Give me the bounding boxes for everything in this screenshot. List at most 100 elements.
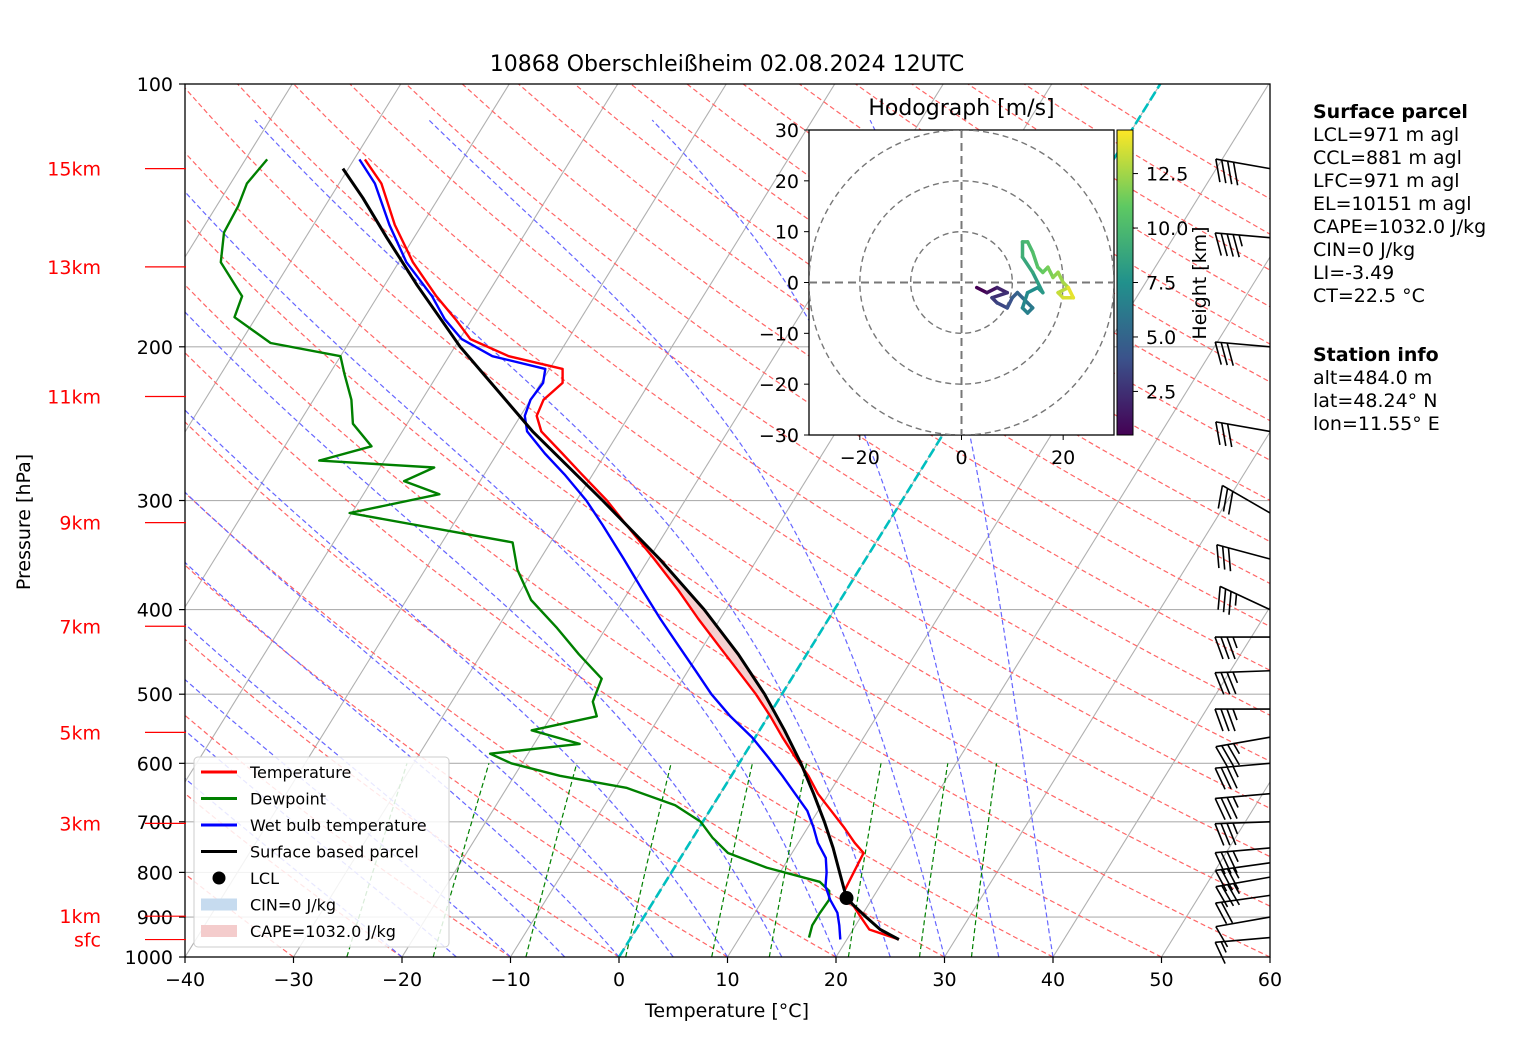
dry-adiabat: [185, 638, 620, 957]
barb-staff: [1221, 484, 1271, 514]
series-group: [219, 158, 900, 941]
barb-flag: [1226, 233, 1234, 257]
barb-half: [1234, 593, 1238, 606]
wind-barb: [1216, 543, 1271, 572]
moist-adiabat: [185, 491, 674, 957]
legend-label: CIN=0 J/kg: [250, 896, 336, 915]
mixing-ratio-line: [847, 763, 882, 957]
isotherm-line: [185, 84, 293, 259]
height-label: 15km: [47, 159, 101, 181]
hodograph-x-tick-label: 20: [1051, 447, 1075, 469]
barb-flag: [1215, 886, 1229, 908]
barb-flag: [1226, 423, 1233, 448]
barb-flag: [1226, 744, 1241, 766]
x-tick-label: 0: [613, 969, 625, 991]
mixing-ratio-line: [970, 763, 998, 957]
barb-flag: [1227, 491, 1234, 515]
x-tick-label: 40: [1041, 969, 1065, 991]
legend-label: CAPE=1032.0 J/kg: [250, 922, 396, 941]
wind-barb: [1214, 669, 1271, 695]
barb-staff: [1215, 792, 1271, 800]
wind-barb: [1217, 585, 1271, 615]
wind-barb: [1215, 916, 1271, 948]
surface-parcel-line: CT=22.5 °C: [1313, 285, 1425, 307]
wind-barb: [1214, 894, 1271, 925]
dry-adiabat: [185, 564, 728, 957]
station-info-line: lat=48.24° N: [1313, 390, 1438, 412]
barb-staff: [1215, 158, 1271, 170]
wind-barb: [1214, 636, 1270, 660]
barb-staff: [1215, 736, 1271, 748]
wind-barb: [1214, 232, 1271, 258]
barb-flag: [1220, 233, 1229, 257]
hodograph-x-tick-label: 0: [955, 447, 967, 469]
colorbar-tick-label: 12.5: [1146, 164, 1188, 186]
wind-barbs: [1214, 158, 1271, 964]
mixing-ratio-line: [525, 763, 578, 957]
hodograph-segment: [990, 290, 1009, 300]
surface-parcel-line: CCL=881 m agl: [1313, 147, 1462, 169]
barb-staff: [1215, 820, 1271, 825]
legend-box: [193, 756, 450, 948]
legend-label: Surface based parcel: [250, 843, 419, 862]
height-label: sfc: [74, 930, 101, 952]
barb-half: [1220, 941, 1227, 953]
barb-flag: [1216, 544, 1220, 569]
barb-flag: [1226, 342, 1234, 366]
barb-flag: [1214, 942, 1226, 964]
hodograph-segment: [1020, 290, 1030, 310]
dry-adiabat: [185, 491, 837, 957]
hodograph-title: Hodograph [m/s]: [868, 96, 1054, 121]
barb-flag: [1220, 869, 1234, 891]
wind-barb: [1214, 341, 1271, 366]
barb-flag: [1215, 746, 1229, 768]
surface-parcel-line: CAPE=1032.0 J/kg: [1313, 216, 1487, 238]
barb-flag: [1214, 636, 1224, 660]
x-tick-label: 50: [1149, 969, 1173, 991]
dry-adiabat: [185, 351, 1054, 957]
moist-adiabat: [185, 729, 457, 957]
barb-flag: [1222, 488, 1229, 512]
barb-flag: [1222, 588, 1227, 613]
barb-flag: [1226, 671, 1237, 695]
axes-group: −40 −30 −20 −10 0 10 20 30 40 50 60100200300400500…: [47, 74, 1282, 991]
moist-adiabat: [869, 119, 1054, 957]
legend-swatch-patch: [201, 925, 237, 937]
legend-swatch-patch: [201, 898, 237, 911]
barb-staff: [1215, 669, 1271, 674]
height-label: 9km: [59, 513, 101, 535]
colorbar-label: Height [km]: [1189, 226, 1211, 339]
barb-flag: [1214, 232, 1223, 256]
mixing-ratio-line: [768, 763, 808, 957]
barb-flag: [1226, 636, 1236, 660]
dry-adiabat: [293, 84, 1270, 762]
hodograph-ring: [909, 230, 1014, 335]
barb-flag: [1214, 341, 1223, 365]
barb-flag: [1226, 766, 1238, 789]
barb-flag: [1226, 868, 1240, 890]
surface-parcel-line: CIN=0 J/kg: [1313, 239, 1416, 261]
hodograph-inner: [809, 130, 1114, 435]
barb-half: [1232, 883, 1241, 895]
x-axis-label: Temperature [°C]: [644, 1000, 809, 1022]
isotherm-line: [1161, 780, 1270, 957]
dry-adiabat: [237, 84, 1270, 809]
barb-flag: [1214, 767, 1226, 790]
hodograph-segment: [1056, 270, 1065, 285]
barb-flag: [1232, 234, 1240, 258]
hodograph-segment: [1056, 285, 1070, 295]
dry-adiabat: [630, 84, 1270, 502]
hodograph-segment: [985, 285, 999, 295]
barb-flag: [1220, 823, 1231, 846]
height-label: 3km: [59, 813, 101, 835]
barb-half: [1232, 822, 1239, 835]
dry-adiabat: [185, 87, 1270, 858]
hodograph-segment: [1020, 255, 1035, 275]
barb-flag: [1221, 745, 1235, 767]
colorbar-tick-label: 2.5: [1146, 381, 1176, 403]
barb-flag: [1220, 342, 1229, 366]
barb-staff: [1215, 936, 1271, 944]
moist-adiabat: [185, 190, 837, 957]
dry-adiabat: [185, 217, 1270, 957]
barb-flag: [1220, 797, 1232, 820]
